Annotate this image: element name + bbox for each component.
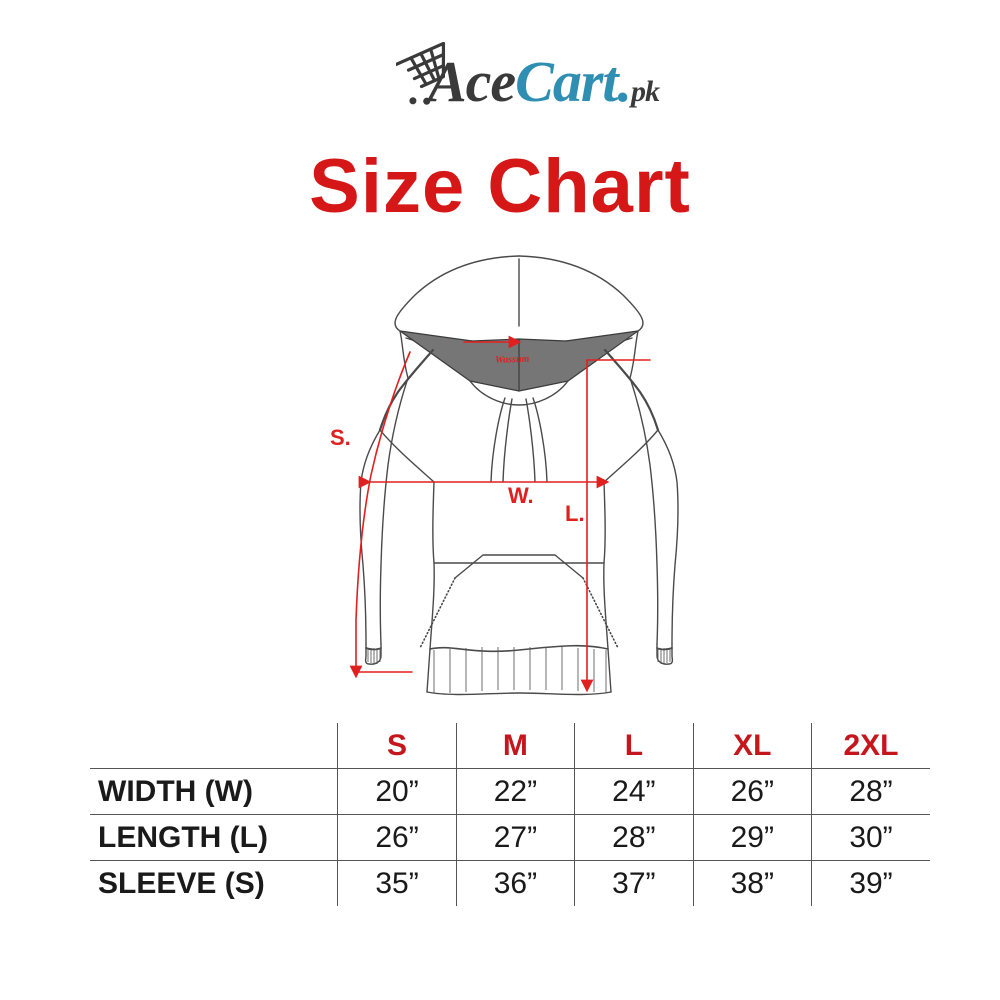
svg-text:S.: S. (330, 425, 351, 450)
svg-text:L.: L. (565, 501, 585, 526)
svg-text:W.: W. (508, 483, 534, 508)
svg-text:Wassum: Wassum (495, 354, 530, 366)
